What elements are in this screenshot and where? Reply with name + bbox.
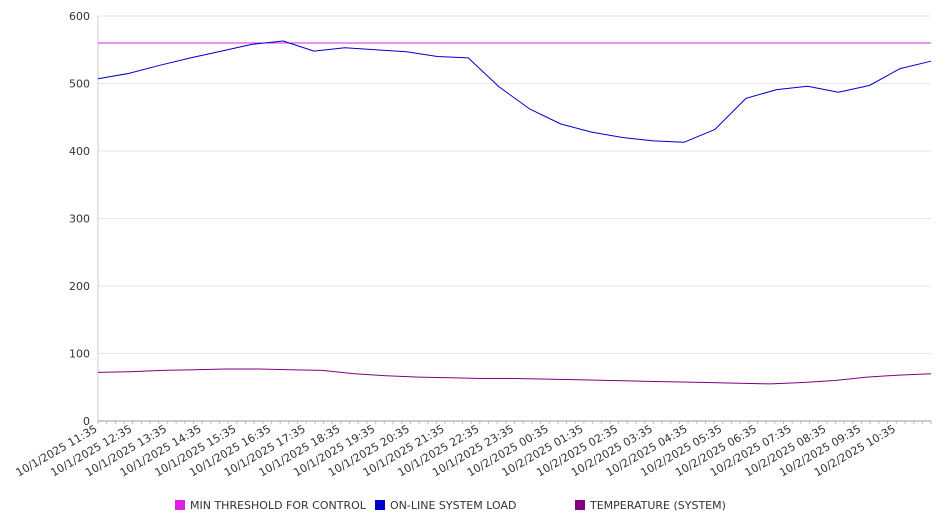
y-axis-tick-labels: 0 100 200 300 400 500 600 [69,10,90,428]
line-chart: 0 100 200 300 400 500 600 10/1/2025 11:3510/1/… [14,10,932,479]
legend-label-min-threshold: MIN THRESHOLD FOR CONTROL [190,498,366,512]
y-tick-label: 500 [69,78,90,91]
y-tick-label: 400 [69,145,90,158]
y-tick-label: 300 [69,213,90,226]
legend-item-min-threshold[interactable]: MIN THRESHOLD FOR CONTROL [175,497,366,513]
axes [97,16,932,424]
legend-label-system-load: ON-LINE SYSTEM LOAD [390,498,517,512]
y-tick-label: 100 [69,348,90,361]
y-tick-label: 0 [83,415,90,428]
series-line-2 [97,368,932,385]
legend-item-system-load[interactable]: ON-LINE SYSTEM LOAD [375,497,516,513]
legend-swatch-temperature [575,500,585,510]
legend-swatch-min-threshold [175,500,185,510]
legend-swatch-system-load [375,500,385,510]
series-lines [97,40,932,385]
series-line-1 [97,40,932,143]
grid-lines [98,15,931,354]
legend-item-temperature[interactable]: TEMPERATURE (SYSTEM) [575,497,726,513]
legend: MIN THRESHOLD FOR CONTROL ON-LINE SYSTEM… [0,497,946,515]
y-tick-label: 200 [69,280,90,293]
legend-label-temperature: TEMPERATURE (SYSTEM) [590,498,726,512]
y-tick-label: 600 [69,10,90,23]
